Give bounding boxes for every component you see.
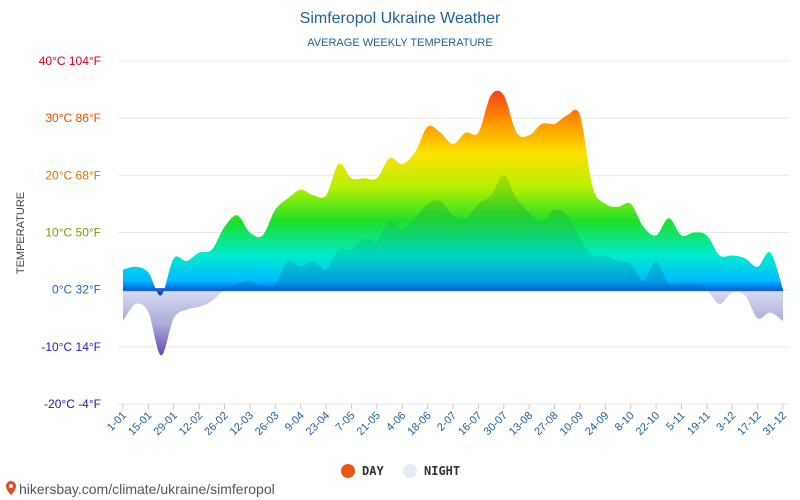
night-area — [123, 175, 783, 290]
y-tick-label: 0°C 32°F — [52, 283, 101, 297]
x-tick-label: 15-01 — [126, 410, 154, 438]
y-tick-label: 10°C 50°F — [45, 226, 101, 240]
footer-link[interactable]: hikersbay.com/climate/ukraine/simferopol — [19, 481, 275, 497]
x-tick-label: 24-09 — [583, 410, 611, 438]
chart-title: Simferopol Ukraine Weather — [300, 10, 501, 27]
x-tick-label: 19-11 — [685, 410, 713, 438]
legend: DAY NIGHT — [341, 464, 460, 478]
day-area-negative — [156, 290, 165, 296]
x-tick-label: 17-12 — [735, 410, 763, 438]
x-tick-label: 12-03 — [228, 410, 256, 438]
y-tick-label: -10°C 14°F — [41, 340, 101, 354]
legend-night-label: NIGHT — [424, 464, 460, 478]
x-tick-label: 5-11 — [664, 410, 687, 433]
legend-day-label: DAY — [362, 464, 384, 478]
x-tick-label: 30-07 — [482, 410, 510, 438]
x-tick-label: 27-08 — [532, 410, 560, 438]
x-tick-label: 13-08 — [507, 410, 535, 438]
location-pin-icon — [6, 481, 16, 495]
x-tick-label: 26-02 — [202, 410, 230, 438]
legend-day-marker — [341, 464, 355, 478]
legend-night-marker — [403, 464, 417, 478]
night-area-negative — [123, 290, 783, 356]
y-axis-label: TEMPERATURE — [15, 192, 27, 274]
y-tick-label: 30°C 86°F — [45, 111, 101, 125]
x-tick-label: 18-06 — [405, 410, 433, 438]
y-tick-label: 20°C 68°F — [45, 168, 101, 182]
x-tick-label: 16-07 — [456, 410, 484, 438]
day-area — [123, 90, 783, 290]
footer: hikersbay.com/climate/ukraine/simferopol — [6, 481, 275, 497]
x-tick-label: 12-02 — [177, 410, 205, 438]
chart-subtitle: AVERAGE WEEKLY TEMPERATURE — [307, 37, 492, 49]
y-tick-label: -20°C -4°F — [44, 397, 101, 411]
x-tick-label: 21-05 — [355, 410, 383, 438]
y-tick-label: 40°C 104°F — [39, 54, 101, 68]
plot-areas — [123, 90, 783, 356]
y-axis-ticks: 40°C 104°F 30°C 86°F 20°C 68°F 10°C 50°F 0°C… — [39, 54, 101, 411]
x-tick-label: 26-03 — [253, 410, 281, 438]
x-tick-label: 10-09 — [558, 410, 586, 438]
x-tick-label: 23-04 — [304, 410, 332, 438]
x-tick-label: 31-12 — [761, 410, 789, 438]
x-tick-label: 29-01 — [152, 410, 180, 438]
x-tick-label: 22-10 — [634, 410, 662, 438]
